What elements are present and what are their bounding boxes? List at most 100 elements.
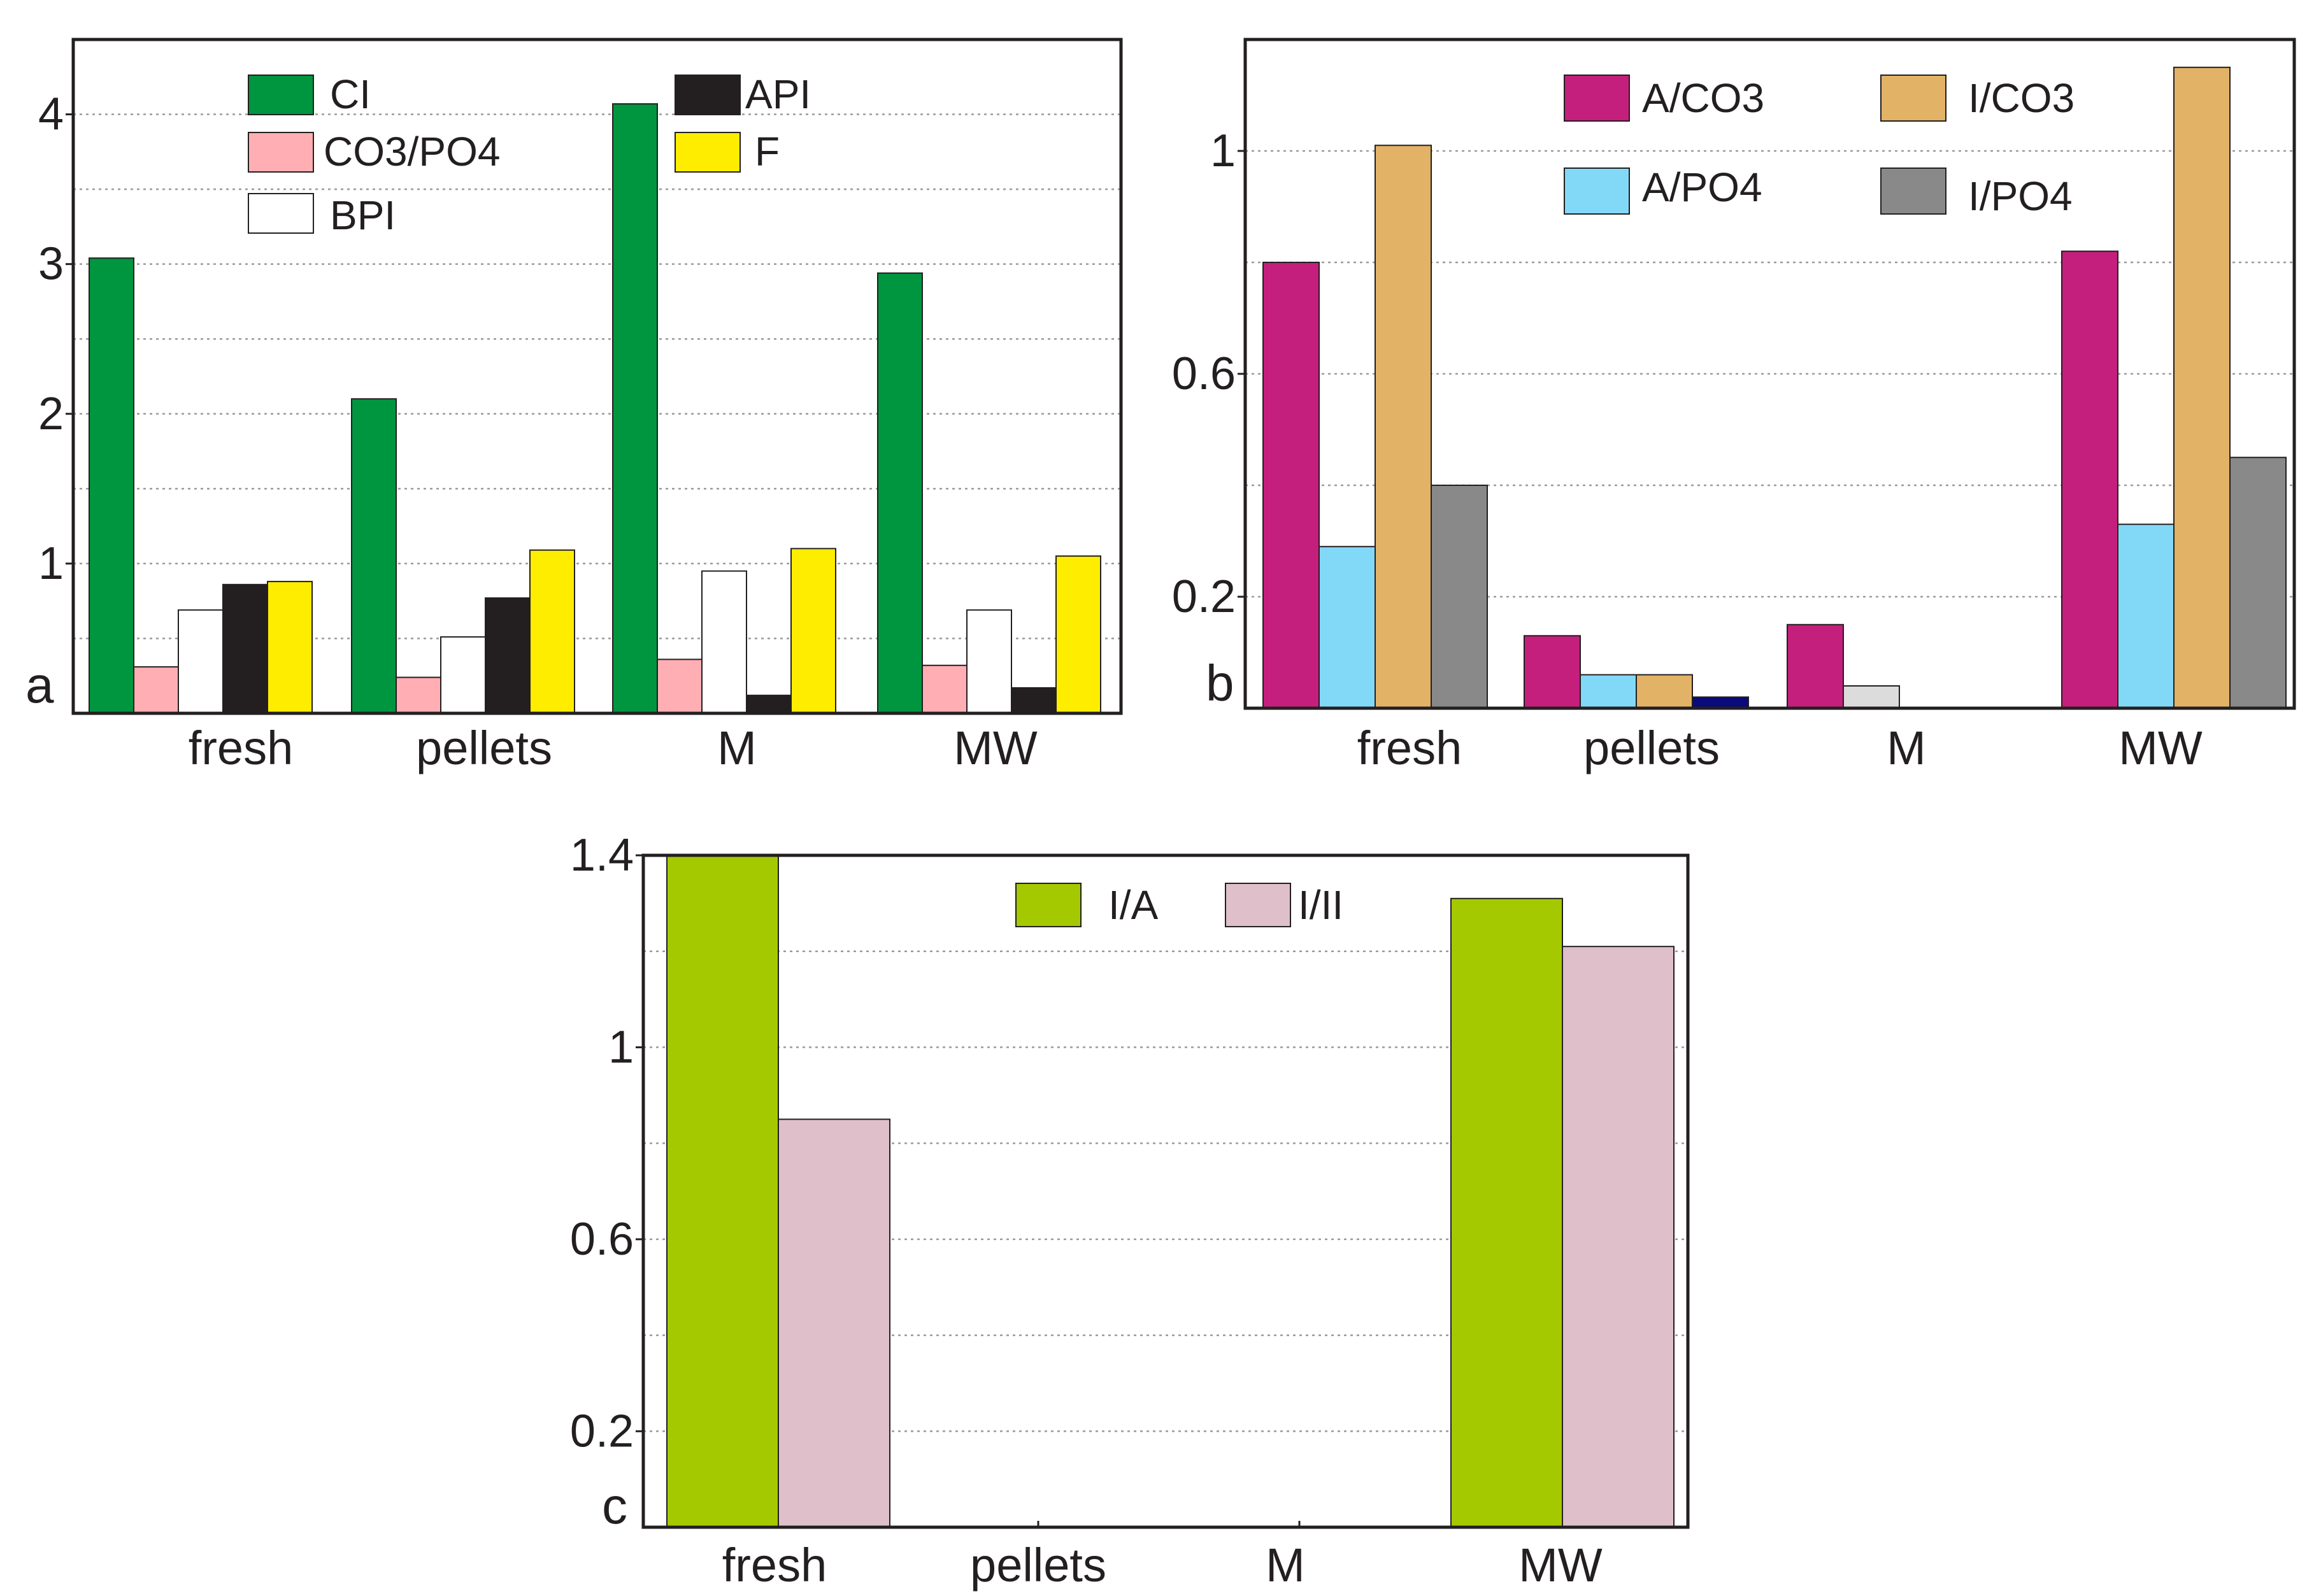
legend-swatch-i-po4 bbox=[1880, 167, 1946, 215]
bar-ci-pellets bbox=[351, 398, 397, 714]
bar-api-m bbox=[746, 694, 792, 714]
bar-co3-po4-pellets bbox=[396, 676, 441, 715]
y-tick-label: 0.2 bbox=[1172, 571, 1236, 622]
bar-a-po4-m bbox=[1843, 685, 1900, 709]
panel-b-bars bbox=[1262, 66, 2287, 709]
bar-i-po4-pellets bbox=[1692, 696, 1749, 709]
bar-a-po4-pellets bbox=[1580, 674, 1637, 709]
legend-swatch-bpi bbox=[248, 193, 314, 234]
bar-a-co3-m bbox=[1787, 623, 1844, 709]
legend-label-bpi: BPI bbox=[330, 192, 396, 238]
legend-label-api: API bbox=[745, 71, 811, 117]
bar-api-fresh bbox=[222, 583, 268, 714]
legend-label-a-po4: A/PO4 bbox=[1642, 164, 1762, 210]
y-tick-label: 2 bbox=[38, 388, 64, 439]
bar-a-co3-fresh bbox=[1262, 262, 1320, 709]
legend-label-a-co3: A/CO3 bbox=[1642, 75, 1764, 121]
legend-swatch-i-ii bbox=[1225, 883, 1291, 927]
x-category-label: M bbox=[717, 722, 757, 774]
bar-a-co3-mw bbox=[2061, 250, 2118, 709]
x-category-label: fresh bbox=[722, 1539, 827, 1592]
y-tick-label: 1.4 bbox=[570, 830, 634, 881]
bar-bpi-fresh bbox=[178, 609, 224, 714]
bar-f-mw bbox=[1055, 555, 1101, 715]
panel-a-chart: 1 2 3 4 fresh pellets M MW a CI CO3/PO4 BPI AP… bbox=[25, 38, 1123, 774]
bar-i-co3-fresh bbox=[1375, 145, 1432, 709]
panel-c-frame bbox=[641, 853, 1690, 1529]
bar-f-fresh bbox=[267, 581, 313, 715]
x-category-label: fresh bbox=[1357, 722, 1462, 774]
panel-c-x-labels: fresh pellets M MW bbox=[722, 1521, 1603, 1592]
bar-a-po4-fresh bbox=[1318, 546, 1376, 709]
panel-a-frame bbox=[71, 38, 1123, 715]
y-tick-label: 1 bbox=[608, 1022, 634, 1072]
panel-b-y-ticks: 0.2 0.6 1 bbox=[1172, 125, 1245, 622]
x-category-label: MW bbox=[1518, 1539, 1603, 1592]
bar-i-ii-fresh bbox=[778, 1118, 890, 1528]
x-category-label: M bbox=[1266, 1539, 1305, 1592]
bar-ci-mw bbox=[877, 272, 923, 715]
panel-a-y-ticks: 1 2 3 4 bbox=[38, 89, 73, 589]
legend-swatch-ci bbox=[248, 75, 314, 115]
bar-a-po4-mw bbox=[2117, 524, 2175, 709]
bar-f-pellets bbox=[529, 549, 575, 714]
bar-co3-po4-fresh bbox=[133, 666, 179, 715]
legend-label-ci: CI bbox=[330, 71, 371, 117]
bar-i-co3-mw bbox=[2173, 66, 2231, 709]
legend-swatch-i-co3 bbox=[1880, 75, 1946, 122]
x-category-label: MW bbox=[954, 722, 1038, 774]
panel-a-bars bbox=[89, 103, 1101, 715]
bar-i-ii-mw bbox=[1562, 946, 1675, 1528]
bar-bpi-mw bbox=[966, 609, 1012, 714]
y-tick-label: 1 bbox=[38, 538, 64, 589]
y-tick-label: 1 bbox=[1210, 125, 1236, 176]
y-tick-label: 4 bbox=[38, 89, 64, 140]
panel-c-legend: I/A I/II bbox=[1015, 882, 1343, 928]
legend-swatch-co3-po4 bbox=[248, 132, 314, 173]
legend-label-i-ii: I/II bbox=[1298, 882, 1343, 928]
legend-label-i-co3: I/CO3 bbox=[1968, 75, 2075, 121]
panel-b-x-labels: fresh pellets M MW bbox=[1357, 722, 2203, 774]
bar-f-m bbox=[790, 548, 836, 715]
bar-co3-po4-mw bbox=[922, 664, 968, 714]
panel-c-bars bbox=[666, 855, 1675, 1528]
bar-a-co3-pellets bbox=[1524, 635, 1581, 709]
legend-label-i-a: I/A bbox=[1108, 882, 1159, 928]
panel-b-letter: b bbox=[1206, 655, 1234, 711]
bar-i-po4-fresh bbox=[1431, 485, 1488, 709]
panel-a-letter: a bbox=[25, 657, 54, 713]
panel-c-letter: c bbox=[602, 1478, 627, 1534]
x-category-label: MW bbox=[2118, 722, 2203, 774]
panel-b-legend: A/CO3 A/PO4 I/CO3 I/PO4 bbox=[1564, 75, 2075, 219]
panel-a-x-labels: fresh pellets M MW bbox=[189, 722, 1038, 774]
y-tick-label: 0.6 bbox=[1172, 348, 1236, 399]
bar-ci-m bbox=[612, 103, 658, 714]
panel-c-y-ticks: 0.2 0.6 1 1.4 bbox=[570, 830, 643, 1457]
y-tick-label: 0.6 bbox=[570, 1214, 634, 1265]
x-category-label: fresh bbox=[189, 722, 294, 774]
legend-swatch-a-co3 bbox=[1564, 75, 1630, 122]
legend-label-co3-po4: CO3/PO4 bbox=[324, 129, 500, 175]
legend-label-f: F bbox=[755, 129, 780, 175]
bar-i-a-fresh bbox=[666, 855, 779, 1528]
legend-swatch-a-po4 bbox=[1564, 167, 1630, 215]
bar-i-a-mw bbox=[1450, 897, 1563, 1528]
panel-a-gridlines bbox=[73, 113, 1121, 639]
x-category-label: pellets bbox=[416, 722, 552, 774]
bar-api-mw bbox=[1011, 687, 1057, 715]
legend-swatch-api bbox=[675, 75, 741, 115]
bar-i-co3-pellets bbox=[1636, 674, 1693, 709]
x-category-label: pellets bbox=[970, 1539, 1106, 1592]
legend-swatch-f bbox=[675, 132, 741, 173]
bar-ci-fresh bbox=[89, 257, 134, 714]
panel-c-chart: 0.2 0.6 1 1.4 fresh pellets M MW c I/A I/II bbox=[570, 830, 1690, 1592]
legend-swatch-i-a bbox=[1015, 883, 1082, 927]
bar-i-po4-mw bbox=[2229, 457, 2287, 709]
x-category-label: pellets bbox=[1583, 722, 1720, 774]
bar-bpi-m bbox=[701, 570, 747, 715]
x-category-label: M bbox=[1887, 722, 1926, 774]
panel-b-chart: 0.2 0.6 1 fresh pellets M MW b A/CO3 A/PO4 I/… bbox=[1172, 38, 2296, 774]
y-tick-label: 3 bbox=[38, 239, 64, 290]
bar-api-pellets bbox=[485, 597, 531, 714]
